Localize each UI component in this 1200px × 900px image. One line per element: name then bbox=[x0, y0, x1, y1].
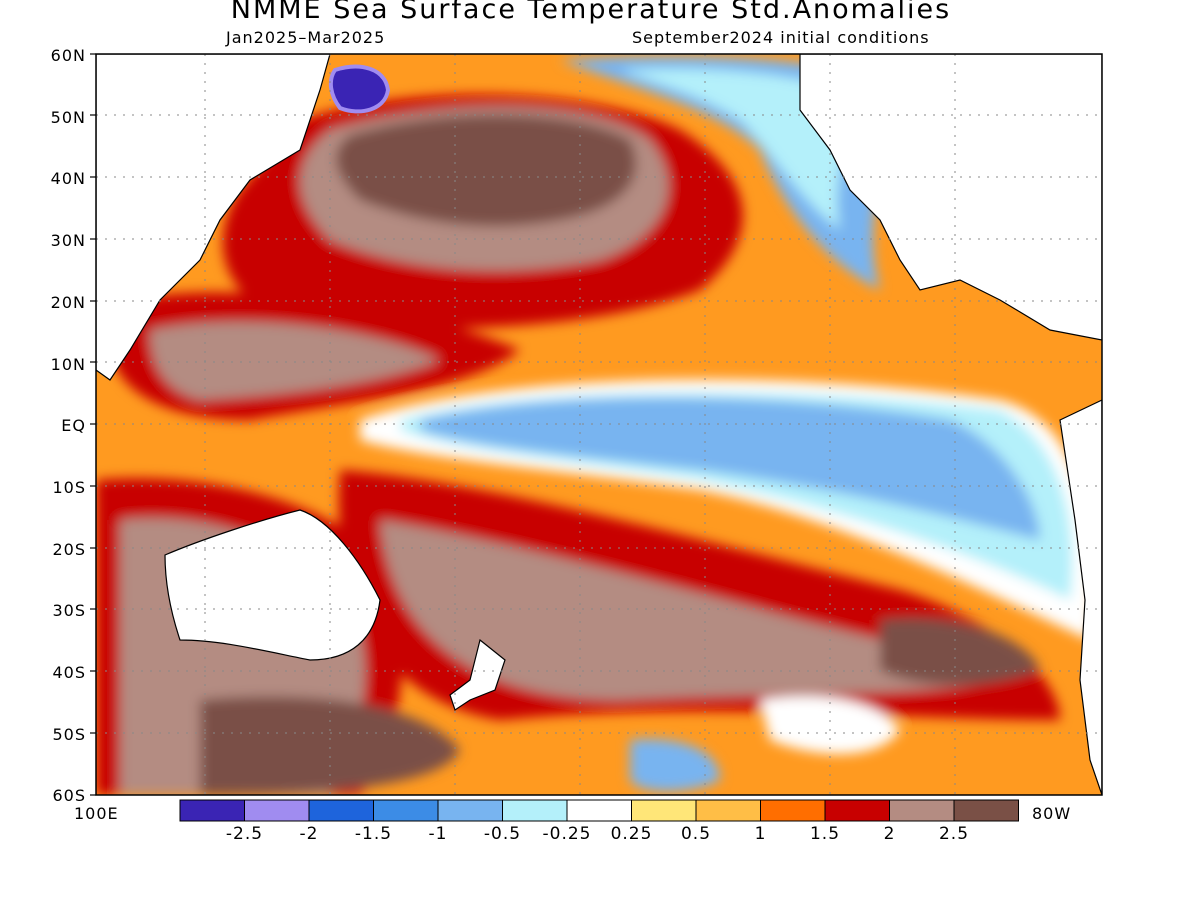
colorbar-swatch bbox=[824, 799, 890, 822]
asia-landmass bbox=[96, 54, 331, 381]
lat-label-40s: 40S bbox=[52, 663, 86, 682]
colorbar-tick-label: 2 bbox=[883, 824, 896, 844]
lat-label-eq: EQ bbox=[61, 416, 86, 435]
lat-label-60n: 60N bbox=[50, 46, 86, 65]
new-zealand-landmass bbox=[449, 638, 506, 711]
colorbar-swatch bbox=[308, 799, 374, 822]
colorbar-tick-label: 0.25 bbox=[610, 824, 653, 844]
colorbar-tick-label: -1.5 bbox=[354, 824, 393, 844]
lat-label-30s: 30S bbox=[52, 601, 86, 620]
colorbar bbox=[179, 799, 1019, 822]
north-america-landmass bbox=[799, 54, 1102, 341]
forecast-period: Jan2025–Mar2025 bbox=[226, 28, 386, 47]
colorbar-tick-label: -0.25 bbox=[542, 824, 592, 844]
lon-label-100e: 100E bbox=[74, 804, 119, 823]
lat-label-10s: 10S bbox=[52, 478, 86, 497]
colorbar-swatch bbox=[244, 799, 310, 822]
colorbar-tick-label: 1.5 bbox=[809, 824, 841, 844]
lat-label-50n: 50N bbox=[50, 108, 86, 127]
sst-anomaly-field bbox=[96, 54, 1102, 795]
lon-label-80w: 80W bbox=[1032, 804, 1072, 823]
colorbar-swatch bbox=[373, 799, 439, 822]
colorbar-swatch bbox=[566, 799, 632, 822]
colorbar-swatch bbox=[179, 799, 245, 822]
sea-of-okhotsk-cold-anomaly bbox=[328, 64, 391, 114]
colorbar-tick-label: -1 bbox=[428, 824, 448, 844]
colorbar-swatch bbox=[760, 799, 826, 822]
lat-label-60s: 60S bbox=[52, 786, 86, 805]
colorbar-tick-label: -2.5 bbox=[225, 824, 264, 844]
lat-label-20s: 20S bbox=[52, 540, 86, 559]
colorbar-tick-label: -0.5 bbox=[483, 824, 522, 844]
grid-lines bbox=[96, 54, 1102, 795]
south-america-landmass bbox=[1059, 399, 1102, 795]
colorbar-tick-label: -2 bbox=[299, 824, 319, 844]
colorbar-swatch bbox=[695, 799, 761, 822]
colorbar-swatch bbox=[953, 799, 1019, 822]
colorbar-tick-label: 1 bbox=[754, 824, 767, 844]
lat-label-40n: 40N bbox=[50, 169, 86, 188]
map-title: NMME Sea Surface Temperature Std.Anomali… bbox=[230, 0, 952, 25]
lat-label-50s: 50S bbox=[52, 725, 86, 744]
colorbar-swatch bbox=[502, 799, 568, 822]
colorbar-swatch bbox=[437, 799, 503, 822]
initial-conditions: September2024 initial conditions bbox=[632, 28, 930, 47]
colorbar-tick-label: 0.5 bbox=[680, 824, 712, 844]
lat-ticks bbox=[90, 53, 96, 796]
colorbar-tick-label: 2.5 bbox=[938, 824, 970, 844]
lat-label-10n: 10N bbox=[50, 355, 86, 374]
colorbar-swatch bbox=[889, 799, 955, 822]
colorbar-swatch bbox=[631, 799, 697, 822]
australia-landmass bbox=[164, 509, 381, 661]
lat-label-20n: 20N bbox=[50, 293, 86, 312]
lat-label-30n: 30N bbox=[50, 231, 86, 250]
